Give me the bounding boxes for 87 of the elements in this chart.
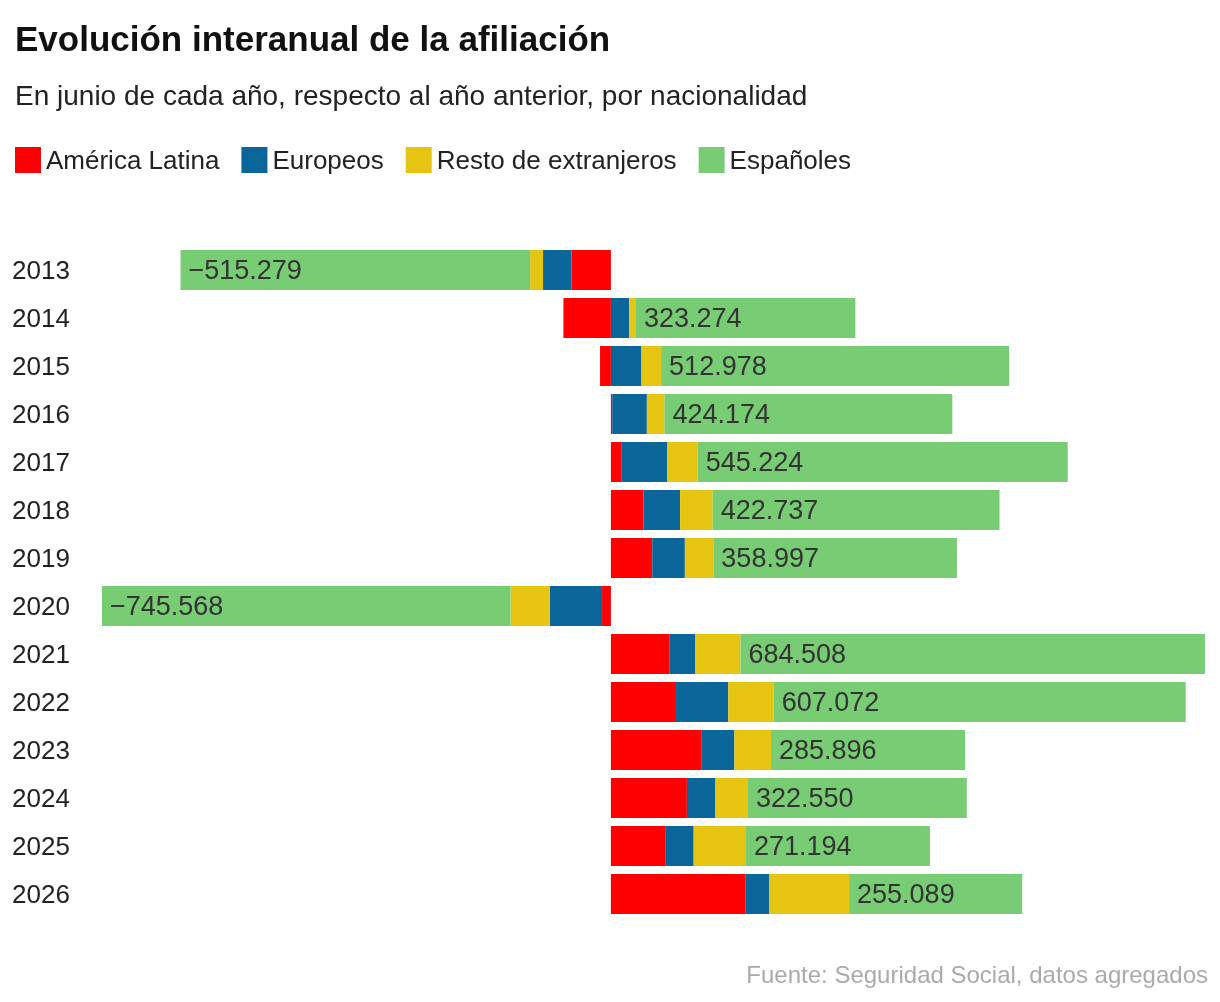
bar <box>610 298 630 338</box>
bar <box>180 250 531 290</box>
data-label: 424.174 <box>672 399 771 429</box>
data-label: 323.274 <box>644 303 742 333</box>
bar <box>665 826 694 866</box>
legend-label: América Latina <box>46 145 220 175</box>
bar <box>667 442 698 482</box>
y-tick-label: 2013 <box>12 255 70 285</box>
y-tick-label: 2014 <box>12 303 70 333</box>
bar <box>549 586 603 626</box>
bar <box>747 778 967 818</box>
bar <box>745 874 769 914</box>
bar <box>612 394 647 434</box>
y-tick-label: 2018 <box>12 495 70 525</box>
legend-label: Europeos <box>272 145 384 175</box>
bar <box>543 250 572 290</box>
bar <box>661 346 1010 386</box>
bar <box>686 778 716 818</box>
y-tick-label: 2020 <box>12 591 70 621</box>
y-tick-label: 2016 <box>12 399 70 429</box>
y-tick-label: 2023 <box>12 735 70 765</box>
bar <box>636 298 856 338</box>
y-tick-label: 2025 <box>12 831 70 861</box>
data-label: 422.737 <box>720 495 819 525</box>
y-tick-label: 2024 <box>12 783 70 813</box>
bar <box>571 250 611 290</box>
source-note: Fuente: Seguridad Social, datos agregados <box>746 960 1209 988</box>
y-tick-label: 2026 <box>12 879 70 909</box>
data-label: 545.224 <box>705 447 804 477</box>
bar <box>676 682 729 722</box>
data-label: 285.896 <box>779 735 877 765</box>
bar <box>610 634 670 674</box>
data-label: −515.279 <box>188 255 302 285</box>
bar <box>621 442 668 482</box>
bar <box>715 778 748 818</box>
bar <box>713 538 957 578</box>
bar <box>734 730 772 770</box>
bar <box>728 682 774 722</box>
bar <box>684 538 714 578</box>
bar <box>641 346 662 386</box>
y-tick-label: 2019 <box>12 543 70 573</box>
bar <box>629 298 636 338</box>
bar <box>610 778 687 818</box>
bar <box>610 682 677 722</box>
bar <box>610 442 622 482</box>
bar <box>745 826 930 866</box>
data-label: −745.568 <box>110 591 224 621</box>
bar <box>740 634 1205 674</box>
chart-title: Evolución interanual de la afiliación <box>15 19 611 58</box>
y-tick-label: 2017 <box>12 447 70 477</box>
data-label: 607.072 <box>781 687 880 717</box>
chart-subtitle: En junio de cada año, respecto al año anterior, por nacionalidad <box>15 79 808 111</box>
bar <box>701 730 735 770</box>
bar <box>664 394 953 434</box>
bar <box>530 250 544 290</box>
bar <box>610 538 653 578</box>
bar <box>643 490 681 530</box>
bar <box>652 538 685 578</box>
bar <box>773 682 1186 722</box>
data-label: 271.194 <box>753 831 852 861</box>
data-label: 684.508 <box>748 639 847 669</box>
legend-label: Resto de extranjeros <box>436 145 677 175</box>
bar <box>693 826 746 866</box>
bar <box>563 298 611 338</box>
y-tick-label: 2022 <box>12 687 70 717</box>
data-label: 358.997 <box>721 543 819 573</box>
bar <box>680 490 713 530</box>
legend-label: Españoles <box>729 145 852 175</box>
bar <box>712 490 1000 530</box>
bar <box>669 634 696 674</box>
bar <box>610 730 702 770</box>
bar <box>768 874 850 914</box>
y-tick-label: 2021 <box>12 639 70 669</box>
bar <box>610 826 666 866</box>
bar <box>646 394 665 434</box>
bar <box>600 346 611 386</box>
bar <box>510 586 550 626</box>
bar <box>610 346 642 386</box>
y-tick-label: 2015 <box>12 351 70 381</box>
bar <box>697 442 1068 482</box>
bar <box>695 634 741 674</box>
bar <box>610 490 644 530</box>
data-label: 322.550 <box>755 783 854 813</box>
bar <box>602 586 611 626</box>
data-label: 512.978 <box>669 351 767 381</box>
bar <box>610 874 746 914</box>
data-label: 255.089 <box>857 879 955 909</box>
